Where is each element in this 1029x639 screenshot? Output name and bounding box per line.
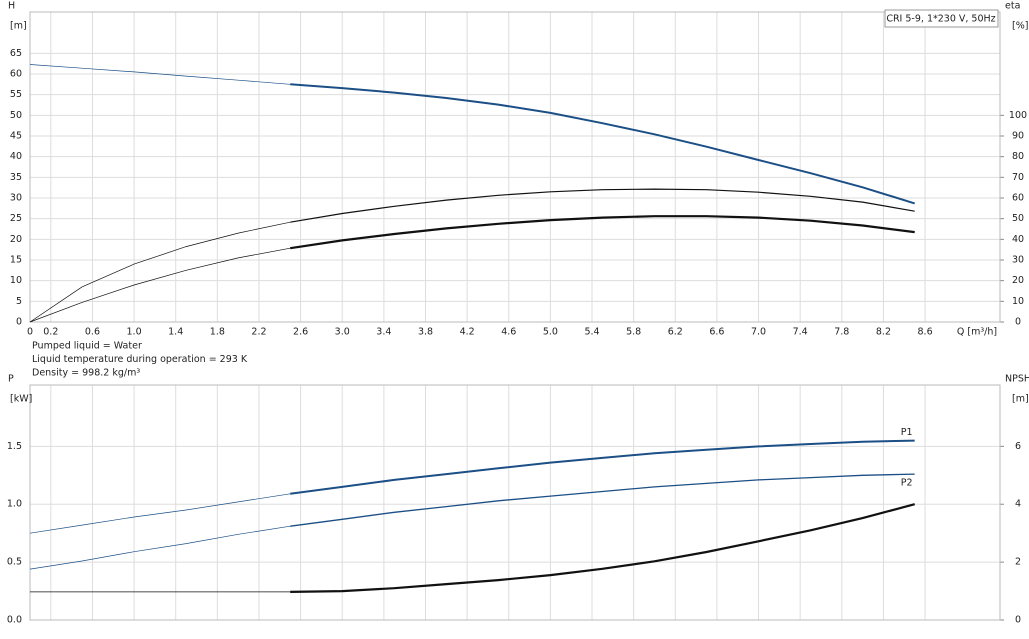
note: Density = 998.2 kg/m³	[32, 368, 140, 379]
x-tick-label: 1.8	[210, 327, 225, 338]
note: Liquid temperature during operation = 29…	[32, 354, 248, 365]
curve-label: P2	[901, 478, 913, 489]
curve	[290, 439, 915, 495]
x-tick-label: 8.2	[876, 327, 891, 338]
curve-extension	[29, 221, 291, 323]
x-tick-label: 3.8	[418, 327, 433, 338]
x-tick-label: 7.8	[834, 327, 849, 338]
y2-axis-label: [%]	[1012, 21, 1028, 32]
y2-tick-label: 30	[1012, 255, 1024, 266]
y2-tick-label: 100	[1009, 110, 1027, 121]
x-tick-label: 7.4	[793, 327, 808, 338]
y-tick-label: 60	[10, 69, 22, 80]
y2-axis-label: NPSH	[1005, 374, 1029, 385]
x-tick-label: 1.4	[168, 327, 183, 338]
curve	[290, 188, 915, 223]
y2-tick-label: 2	[1015, 557, 1021, 568]
y-tick-label: 20	[10, 234, 22, 245]
x-tick-label: 3.4	[376, 327, 391, 338]
x-tick-label: 5.8	[626, 327, 641, 338]
x-tick-label: 2.6	[293, 327, 308, 338]
y-tick-label: 0.0	[7, 615, 22, 626]
x-tick-label: 5.0	[543, 327, 558, 338]
curve	[290, 215, 915, 250]
x-tick-label: 2.2	[251, 327, 266, 338]
curve-extension	[29, 247, 291, 323]
curve-extension	[29, 64, 291, 85]
y-tick-label: 50	[10, 110, 22, 121]
y2-tick-label: 6	[1015, 441, 1021, 452]
y2-tick-label: 20	[1012, 275, 1024, 286]
x-tick-label: 0.2	[43, 327, 58, 338]
x-tick-label: 6.6	[709, 327, 724, 338]
plot-frame	[29, 384, 1001, 621]
curve	[290, 503, 915, 593]
curve	[290, 83, 915, 205]
curve-label: P1	[901, 427, 913, 438]
x-tick-label: 8.6	[918, 327, 933, 338]
y-tick-label: 40	[10, 151, 22, 162]
y2-tick-label: 40	[1012, 234, 1024, 245]
curve-extension	[29, 525, 291, 570]
y-tick-label: 45	[10, 131, 22, 142]
y2-axis-label: [m]	[1012, 394, 1029, 405]
curve	[290, 473, 915, 527]
y-tick-label: 1.0	[7, 499, 22, 510]
y-tick-label: 35	[10, 172, 22, 183]
x-tick-label: 7.0	[751, 327, 766, 338]
box-label: CRI 5-9, 1*230 V, 50Hz	[886, 14, 995, 25]
y2-tick-label: 70	[1012, 172, 1024, 183]
x-tick-label: 4.2	[460, 327, 475, 338]
y-axis-label: [m]	[10, 21, 27, 32]
y-tick-label: 0	[16, 317, 22, 328]
box-label-frame	[884, 9, 999, 28]
x-tick-label: 4.6	[501, 327, 516, 338]
y-tick-label: 30	[10, 193, 22, 204]
y-tick-label: 10	[10, 275, 22, 286]
x-tick-label: 3.0	[335, 327, 350, 338]
y2-tick-label: 90	[1012, 131, 1024, 142]
y2-tick-label: 4	[1015, 499, 1021, 510]
plot-frame	[29, 11, 1001, 323]
y-tick-label: 0.5	[7, 557, 22, 568]
x-tick-label: 5.4	[584, 327, 599, 338]
y-axis-label: P	[8, 374, 14, 385]
note: Pumped liquid = Water	[32, 341, 142, 352]
y-tick-label: 15	[10, 255, 22, 266]
x-tick-label: 6.2	[668, 327, 683, 338]
y2-axis-label: eta	[1005, 1, 1020, 12]
y-axis-label: H	[8, 1, 15, 12]
y-tick-label: 5	[16, 296, 22, 307]
y2-tick-label: 0	[1015, 317, 1021, 328]
y2-tick-label: 10	[1012, 296, 1024, 307]
y-axis-label: [kW]	[10, 394, 32, 405]
y2-tick-label: 0	[1015, 615, 1021, 626]
x-tick-label: 0	[27, 327, 33, 338]
y2-tick-label: 80	[1012, 151, 1024, 162]
y-tick-label: 65	[10, 48, 22, 59]
curve-extension	[29, 493, 291, 534]
y-tick-label: 55	[10, 89, 22, 100]
x-tick-label: 1.0	[127, 327, 142, 338]
y2-tick-label: 60	[1012, 193, 1024, 204]
y2-tick-label: 50	[1012, 213, 1024, 224]
x-axis-label: Q [m³/h]	[957, 327, 997, 338]
y-tick-label: 25	[10, 213, 22, 224]
x-tick-label: 0.6	[85, 327, 100, 338]
y-tick-label: 1.5	[7, 441, 22, 452]
